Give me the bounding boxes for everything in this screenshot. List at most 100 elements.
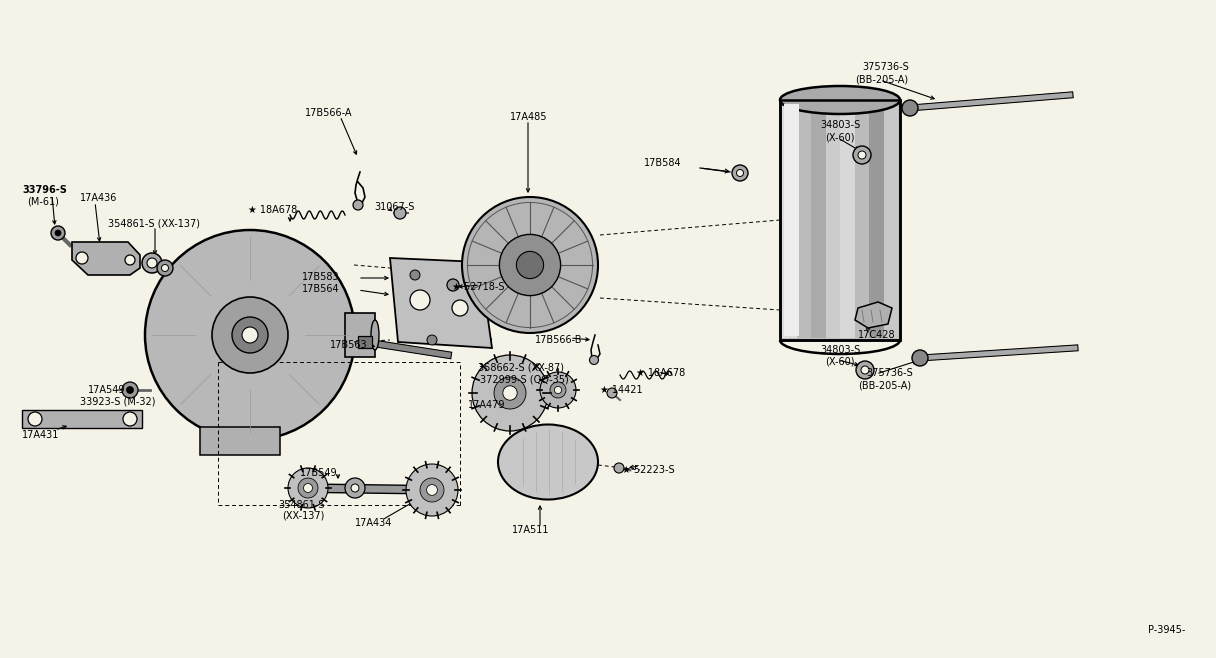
Text: 354861-S (XX-137): 354861-S (XX-137) <box>108 218 199 228</box>
Circle shape <box>732 165 748 181</box>
Text: 354861-S: 354861-S <box>278 500 325 510</box>
Bar <box>784 104 799 336</box>
Circle shape <box>902 100 918 116</box>
Text: (X-60): (X-60) <box>824 132 855 142</box>
Text: 17A549: 17A549 <box>88 385 125 395</box>
Circle shape <box>123 412 137 426</box>
Text: 17A431: 17A431 <box>22 430 60 440</box>
Text: P-3945-: P-3945- <box>1148 625 1186 635</box>
Circle shape <box>494 377 527 409</box>
Text: ★ 18A678: ★ 18A678 <box>248 205 297 215</box>
Circle shape <box>298 478 319 498</box>
Bar <box>22 410 142 428</box>
Text: ★ 18A678: ★ 18A678 <box>636 368 686 378</box>
Circle shape <box>51 226 64 240</box>
Text: 17B566-A: 17B566-A <box>305 108 353 118</box>
Text: 17B563: 17B563 <box>330 340 367 350</box>
Bar <box>199 427 280 455</box>
Text: 17A485: 17A485 <box>510 112 547 122</box>
Circle shape <box>157 260 173 276</box>
Circle shape <box>614 463 624 473</box>
Bar <box>782 102 796 338</box>
Circle shape <box>410 290 430 310</box>
Circle shape <box>420 478 444 502</box>
Circle shape <box>554 386 562 393</box>
Text: ★ 14421: ★ 14421 <box>599 385 642 395</box>
Circle shape <box>410 270 420 280</box>
Text: 17B566-B: 17B566-B <box>535 335 582 345</box>
Circle shape <box>345 478 365 498</box>
Text: 17A479: 17A479 <box>468 400 506 410</box>
Text: 17C428: 17C428 <box>858 330 896 340</box>
Text: 358662-S (XX-87): 358662-S (XX-87) <box>478 362 564 372</box>
Circle shape <box>145 230 355 440</box>
Circle shape <box>427 484 438 495</box>
Circle shape <box>142 253 162 273</box>
Polygon shape <box>390 258 492 348</box>
Text: 17A434: 17A434 <box>355 518 393 528</box>
Bar <box>358 336 372 348</box>
Text: 33796-S: 33796-S <box>22 185 67 195</box>
Text: (XX-137): (XX-137) <box>282 511 325 521</box>
Circle shape <box>590 355 598 365</box>
Text: (BB-205-A): (BB-205-A) <box>858 380 911 390</box>
Circle shape <box>472 355 548 431</box>
Circle shape <box>406 464 458 516</box>
Bar <box>779 100 900 340</box>
Text: (BB-205-A): (BB-205-A) <box>855 74 908 84</box>
Bar <box>855 102 869 338</box>
Circle shape <box>125 255 135 265</box>
Polygon shape <box>72 242 140 275</box>
Bar <box>779 100 900 340</box>
Text: 34803-S: 34803-S <box>820 120 860 130</box>
Text: 17A436: 17A436 <box>80 193 118 203</box>
Circle shape <box>858 151 866 159</box>
Text: ★ 52223-S: ★ 52223-S <box>623 465 675 475</box>
Ellipse shape <box>779 86 900 114</box>
Circle shape <box>607 388 617 398</box>
Bar <box>840 102 855 338</box>
Circle shape <box>856 361 874 379</box>
Circle shape <box>304 484 313 492</box>
Circle shape <box>242 327 258 343</box>
Circle shape <box>394 207 406 219</box>
Circle shape <box>212 297 288 373</box>
Ellipse shape <box>499 424 598 499</box>
Circle shape <box>452 300 468 316</box>
Text: (M-61): (M-61) <box>27 197 58 207</box>
Circle shape <box>517 251 544 278</box>
Text: 17B583: 17B583 <box>302 272 339 282</box>
Circle shape <box>288 468 328 508</box>
Circle shape <box>447 279 458 291</box>
Circle shape <box>126 386 134 393</box>
Bar <box>826 102 840 338</box>
Text: 17B584: 17B584 <box>644 158 682 168</box>
Bar <box>345 313 375 357</box>
Text: 33923-S (M-32): 33923-S (M-32) <box>80 397 156 407</box>
Text: 372999-S (QQ-35): 372999-S (QQ-35) <box>480 375 569 385</box>
Bar <box>811 102 826 338</box>
Text: 17A511: 17A511 <box>512 525 550 535</box>
Circle shape <box>147 258 157 268</box>
Text: ★ 52718-S: ★ 52718-S <box>452 282 505 292</box>
Circle shape <box>75 252 88 264</box>
Text: 34803-S: 34803-S <box>820 345 860 355</box>
Ellipse shape <box>371 320 379 350</box>
Circle shape <box>353 200 364 210</box>
Bar <box>796 102 811 338</box>
Circle shape <box>540 372 576 408</box>
Circle shape <box>912 350 928 366</box>
Circle shape <box>427 335 437 345</box>
Circle shape <box>852 146 871 164</box>
Text: 17B549: 17B549 <box>300 468 338 478</box>
Circle shape <box>462 197 598 333</box>
Circle shape <box>232 317 268 353</box>
Circle shape <box>502 386 517 400</box>
Bar <box>869 102 884 338</box>
Circle shape <box>500 234 561 295</box>
Polygon shape <box>855 302 893 328</box>
Circle shape <box>28 412 43 426</box>
Text: 375736-S: 375736-S <box>866 368 913 378</box>
Circle shape <box>162 265 169 272</box>
Circle shape <box>55 230 61 236</box>
